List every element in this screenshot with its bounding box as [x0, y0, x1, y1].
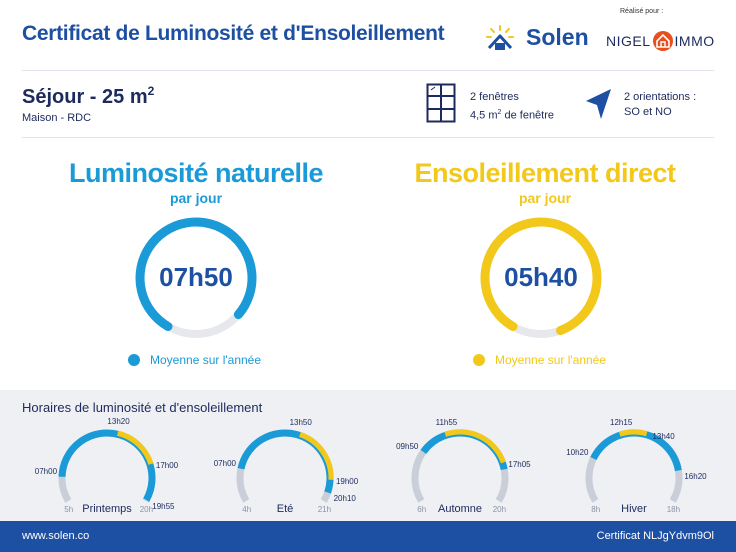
season-tick-end: 20h	[492, 504, 507, 514]
season-sun-arc	[444, 429, 506, 463]
header: Certificat de Luminosité et d'Ensoleille…	[0, 0, 736, 72]
luminosite-value: 07h50	[159, 262, 233, 292]
season-sun-end: 17h05	[508, 459, 531, 469]
season-name: Eté	[276, 503, 294, 515]
season-sun-arc-outer	[619, 431, 647, 437]
season-tick-end: 21h	[317, 504, 332, 514]
season-tick-start: 8h	[591, 504, 601, 514]
windows-info: 2 fenêtres 4,5 m2 de fenêtre	[470, 90, 554, 124]
season-sun-end: 19h00	[335, 476, 359, 486]
luminosite-gauge-fill	[135, 217, 257, 331]
header-divider	[22, 70, 714, 71]
season-gauge-1: 07h00 13h50 19h00 20h10 4h 21h Eté	[203, 418, 358, 520]
season-tick-start: 6h	[417, 504, 427, 514]
season-gauge-3: 10h20 12h15 13h40 16h20 8h 18h Hiver	[552, 418, 706, 520]
season-luminosity-arc	[420, 429, 508, 471]
partner-name-right: IMMO	[674, 33, 715, 49]
luminosite-legend-dot	[128, 354, 140, 366]
season-gauge-2: 09h50 11h55 17h05 6h 20h Automne	[378, 418, 531, 520]
footer-certificate-id: Certificat NLJgYdvm9Ol	[596, 530, 714, 542]
ensoleillement-gauge	[480, 217, 602, 338]
room-name-text: Séjour - 25 m	[22, 86, 148, 108]
ensoleillement-legend: Moyenne sur l'année	[473, 353, 606, 367]
room-divider	[22, 137, 714, 138]
season-arc	[411, 429, 509, 503]
season-tick-start: 4h	[242, 504, 252, 514]
ensoleillement-legend-text: Moyenne sur l'année	[495, 353, 607, 367]
room-name: Séjour - 25 m2	[22, 84, 154, 109]
house-badge-icon	[652, 31, 673, 51]
season-arc	[236, 429, 334, 503]
season-sun-start: 12h15	[610, 418, 633, 428]
window-icon	[426, 83, 456, 123]
page-title: Certificat de Luminosité et d'Ensoleille…	[22, 22, 445, 45]
season-lum-start: 09h50	[396, 441, 419, 451]
season-name: Hiver	[621, 503, 647, 515]
season-lum-end: 19h55	[152, 501, 175, 511]
windows-area: 4,5 m2 de fenêtre	[470, 109, 555, 122]
season-sun-arc	[117, 430, 154, 465]
season-tick-start: 5h	[64, 504, 74, 514]
season-sun-end: 13h40	[652, 431, 675, 441]
season-tick-end: 18h	[666, 504, 681, 514]
luminosite-gauge	[135, 217, 257, 338]
partner-logo: NIGEL IMMO	[606, 31, 715, 51]
season-sun-arc-outer	[299, 434, 332, 480]
ensoleillement-title: Ensoleillement direct	[414, 158, 676, 188]
ensoleillement-legend-dot	[473, 354, 485, 366]
windows-count: 2 fenêtres	[470, 91, 519, 103]
luminosite-title: Luminosité naturelle	[68, 158, 324, 188]
horaires-title: Horaires de luminosité et d'ensoleilleme…	[22, 400, 263, 415]
ensoleillement-value: 05h40	[504, 262, 578, 292]
orientation-count: 2 orientations :	[624, 91, 697, 103]
compass-arrow-icon	[586, 89, 611, 119]
room-subtitle: Maison - RDC	[22, 112, 92, 124]
season-lum-end: 20h10	[333, 494, 356, 504]
season-sun-start: 13h20	[107, 417, 130, 427]
season-lum-start: 07h00	[34, 466, 58, 476]
season-tick-end: 20h	[139, 504, 154, 514]
season-lum-end: 16h20	[684, 472, 707, 482]
season-sun-arc-outer	[117, 432, 152, 465]
season-sun-arc	[618, 429, 648, 435]
season-lum-start: 10h20	[566, 448, 589, 458]
realise-pour-label: Réalisé pour :	[620, 8, 664, 15]
luminosite-legend-text: Moyenne sur l'année	[150, 353, 262, 367]
orientation-info: 2 orientations : SO et NO	[624, 90, 696, 120]
season-gauge-0: 07h00 13h20 17h00 19h55 5h 20h Printemps	[25, 417, 179, 520]
luminosite-legend: Moyenne sur l'année	[128, 353, 261, 367]
solen-logo-icon	[486, 25, 514, 50]
footer-website[interactable]: www.solen.co	[22, 530, 90, 542]
ensoleillement-subtitle: par jour	[518, 190, 572, 206]
orientation-values: SO et NO	[624, 106, 672, 118]
season-lum-start: 07h00	[213, 458, 236, 468]
solen-brand-name: Solen	[526, 24, 589, 50]
horaires-panel	[0, 390, 736, 521]
season-arc	[58, 429, 156, 503]
room-area-exponent: 2	[147, 84, 155, 98]
luminosite-subtitle: par jour	[169, 190, 223, 206]
season-name: Automne	[437, 503, 483, 515]
footer: www.solen.co Certificat NLJgYdvm9Ol	[0, 521, 736, 552]
season-sun-end: 17h00	[155, 461, 179, 471]
season-sun-arc-outer	[445, 431, 504, 464]
season-sun-arc	[299, 431, 334, 480]
season-sun-start: 11h55	[435, 418, 458, 428]
partner-name-left: NIGEL	[606, 33, 651, 49]
season-sun-start: 13h50	[289, 418, 312, 428]
ensoleillement-gauge-fill	[480, 217, 602, 335]
season-arc	[585, 429, 683, 503]
season-name: Printemps	[82, 503, 132, 515]
